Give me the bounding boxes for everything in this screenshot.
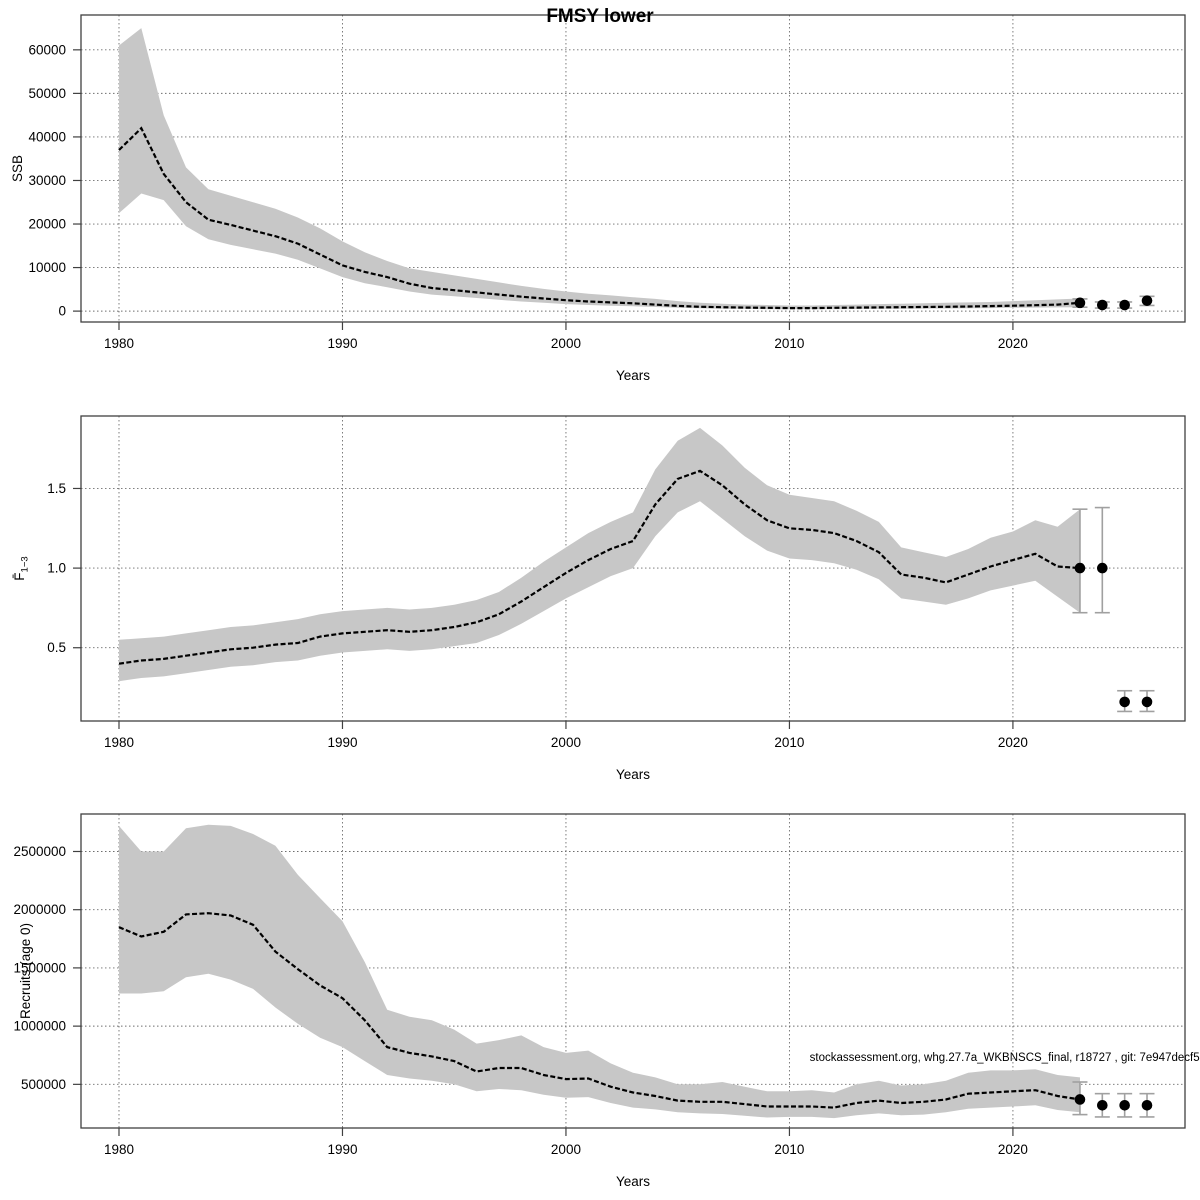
y-tick-label: 20000 xyxy=(28,217,66,232)
y-tick-label: 1.0 xyxy=(47,561,66,576)
forecast-point xyxy=(1141,696,1153,708)
x-axis-title: Years xyxy=(616,1174,650,1189)
y-tick-label: 2000000 xyxy=(13,902,66,917)
x-tick-label: 2020 xyxy=(998,336,1028,351)
x-tick-label: 2000 xyxy=(551,336,581,351)
panel-border xyxy=(80,415,1186,722)
x-tick-label: 2020 xyxy=(998,735,1028,750)
x-tick-label: 1980 xyxy=(104,336,134,351)
x-tick-label: 1990 xyxy=(327,1142,357,1157)
forecast-point xyxy=(1119,696,1130,708)
y-tick-label: 40000 xyxy=(28,129,66,144)
forecast-point xyxy=(1119,299,1130,311)
x-axis-title: Years xyxy=(616,767,650,782)
y-tick-label: 0 xyxy=(58,304,66,319)
y-tick-label: 1500000 xyxy=(13,960,66,975)
panel-border xyxy=(80,813,1186,1129)
y-tick-label: 50000 xyxy=(28,86,66,101)
confidence-band xyxy=(119,824,1080,1119)
forecast-point xyxy=(1074,562,1086,574)
forecast-point xyxy=(1097,562,1108,574)
x-tick-label: 1980 xyxy=(104,1142,134,1157)
forecast-point xyxy=(1097,299,1108,311)
y-tick-label: 1000000 xyxy=(13,1019,66,1034)
forecast-point xyxy=(1141,1099,1153,1111)
forecast-point xyxy=(1074,1094,1086,1105)
y-axis-title: Recruits (age 0) xyxy=(18,923,33,1019)
forecast-point xyxy=(1097,1099,1108,1111)
y-tick-label: 500000 xyxy=(21,1077,66,1092)
y-tick-label: 30000 xyxy=(28,173,66,188)
x-tick-label: 1990 xyxy=(327,735,357,750)
x-tick-label: 2020 xyxy=(998,1142,1028,1157)
x-tick-label: 2010 xyxy=(774,1142,804,1157)
panel-border xyxy=(80,14,1186,323)
estimate-line xyxy=(118,126,1081,310)
x-axis-title: Years xyxy=(616,368,650,383)
y-tick-label: 2500000 xyxy=(13,844,66,859)
y-tick-label: 0.5 xyxy=(47,640,66,655)
x-tick-label: 2010 xyxy=(774,735,804,750)
y-tick-label: 10000 xyxy=(28,260,66,275)
x-tick-label: 2000 xyxy=(551,735,581,750)
estimate-line xyxy=(118,912,1081,1109)
estimate-line xyxy=(118,469,1081,665)
confidence-band xyxy=(119,28,1080,310)
panels-layer: 0 10000 20000 30000 40000 50000 60000 1980 1990 2… xyxy=(10,14,1186,1189)
y-tick-label: 1.5 xyxy=(47,481,66,496)
forecast-point xyxy=(1141,295,1153,306)
y-axis-title: F̄1−3 xyxy=(12,556,31,580)
confidence-band xyxy=(119,427,1080,682)
x-tick-label: 1980 xyxy=(104,735,134,750)
x-tick-label: 2010 xyxy=(774,336,804,351)
x-tick-label: 1990 xyxy=(327,336,357,351)
y-axis-title: SSB xyxy=(10,155,25,182)
watermark-annotation: stockassessment.org, whg.27.7a_WKBNSCS_f… xyxy=(810,1052,1200,1064)
chart-title: FMSY lower xyxy=(546,6,654,27)
x-tick-label: 2000 xyxy=(551,1142,581,1157)
forecast-point xyxy=(1119,1099,1130,1111)
forecast-point xyxy=(1074,297,1086,309)
y-tick-label: 60000 xyxy=(28,42,66,57)
